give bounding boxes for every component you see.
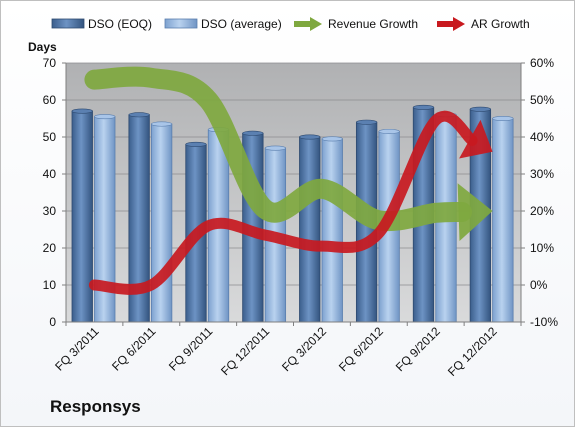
x-tick-label: FQ 3/2012 [279, 324, 329, 374]
y2-tick-label: 0% [530, 278, 548, 292]
legend-swatch-dso-average [164, 18, 198, 29]
y2-tick-label: 60% [530, 56, 554, 70]
bar-cap-dso-average [321, 136, 343, 142]
ar-growth-arrowhead [459, 119, 493, 159]
legend-label-dso-average: DSO (average) [201, 17, 282, 31]
x-tick-label: FQ 9/2012 [393, 324, 443, 374]
legend-swatch-dso-eoq [51, 18, 85, 29]
bar-cap-dso-average [492, 116, 514, 122]
y-tick-label: 60 [43, 93, 57, 107]
bar-cap-dso-eoq [412, 104, 435, 110]
bar-dso-average [492, 118, 514, 323]
bar-dso-average [321, 138, 343, 323]
bar-cap-dso-average [151, 121, 173, 127]
legend-arrow-revenue-growth [294, 17, 322, 31]
ar-growth-line [88, 110, 478, 295]
bar-cap-dso-average [264, 145, 286, 151]
x-tick-label: FQ 6/2012 [336, 324, 386, 374]
x-tick-label: FQ 9/2011 [166, 324, 216, 374]
bar-dso-average [150, 123, 173, 323]
company-name: Responsys [50, 397, 141, 416]
y2-tick-label: 30% [530, 167, 554, 181]
x-tick-label: FQ 12/2012 [445, 324, 500, 379]
legend-label-revenue-growth: Revenue Growth [328, 17, 418, 31]
revenue-growth-line [84, 66, 472, 232]
y-tick-label: 10 [43, 278, 57, 292]
legend: DSO (EOQ) DSO (average) Revenue Growth A… [51, 17, 530, 31]
growth-lines [84, 66, 493, 295]
y-tick-label: 20 [43, 241, 57, 255]
legend-label-dso-eoq: DSO (EOQ) [88, 17, 152, 31]
y-tick-label: 70 [43, 56, 57, 70]
y-tick-label: 40 [43, 167, 57, 181]
x-tick-label: FQ 12/2011 [218, 324, 272, 378]
bar-cap-dso-eoq [469, 106, 491, 112]
y-tick-label: 50 [43, 130, 57, 144]
y2-tick-label: 10% [530, 241, 554, 255]
y-axis-title: Days [28, 40, 57, 54]
y2-tick-label: 40% [530, 130, 554, 144]
bar-cap-dso-eoq [242, 130, 264, 136]
y-tick-label: 30 [43, 204, 57, 218]
legend-arrow-ar-growth [437, 17, 465, 31]
x-tick-label: FQ 3/2011 [52, 324, 102, 374]
bar-cap-dso-eoq [299, 134, 321, 140]
bar-cap-dso-eoq [71, 108, 93, 114]
y2-tick-label: 50% [530, 93, 554, 107]
bar-cap-dso-eoq [185, 141, 207, 147]
bar-dso-eoq [71, 110, 93, 323]
bar-dso-eoq [299, 136, 321, 323]
y2-tick-label: 20% [530, 204, 554, 218]
bar-cap-dso-average [378, 128, 400, 134]
bar-cap-dso-eoq [128, 112, 150, 118]
legend-label-ar-growth: AR Growth [471, 17, 530, 31]
y2-tick-label: -10% [530, 315, 558, 329]
bar-cap-dso-average [94, 114, 116, 120]
bar-cap-dso-eoq [356, 119, 378, 125]
revenue-growth-arrowhead [457, 183, 493, 241]
y-tick-label: 0 [49, 315, 56, 329]
x-tick-label: FQ 6/2011 [109, 324, 159, 374]
